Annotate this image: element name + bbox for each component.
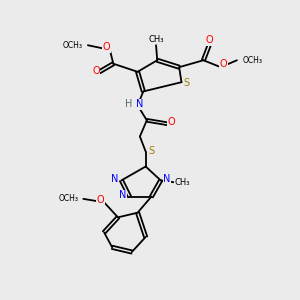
Text: OCH₃: OCH₃	[59, 194, 79, 203]
Text: N: N	[136, 99, 144, 109]
Text: S: S	[148, 146, 154, 157]
Text: OCH₃: OCH₃	[62, 41, 82, 50]
Text: N: N	[164, 174, 171, 184]
Text: CH₃: CH₃	[148, 35, 164, 44]
Text: N: N	[119, 190, 127, 200]
Text: O: O	[220, 59, 227, 69]
Text: OCH₃: OCH₃	[243, 56, 263, 65]
Text: S: S	[184, 78, 190, 88]
Text: CH₃: CH₃	[175, 178, 190, 187]
Text: O: O	[92, 66, 100, 76]
Text: O: O	[103, 42, 110, 52]
Text: H: H	[125, 99, 132, 109]
Text: O: O	[97, 195, 104, 205]
Text: O: O	[168, 117, 176, 127]
Text: O: O	[206, 35, 213, 45]
Text: N: N	[111, 174, 118, 184]
